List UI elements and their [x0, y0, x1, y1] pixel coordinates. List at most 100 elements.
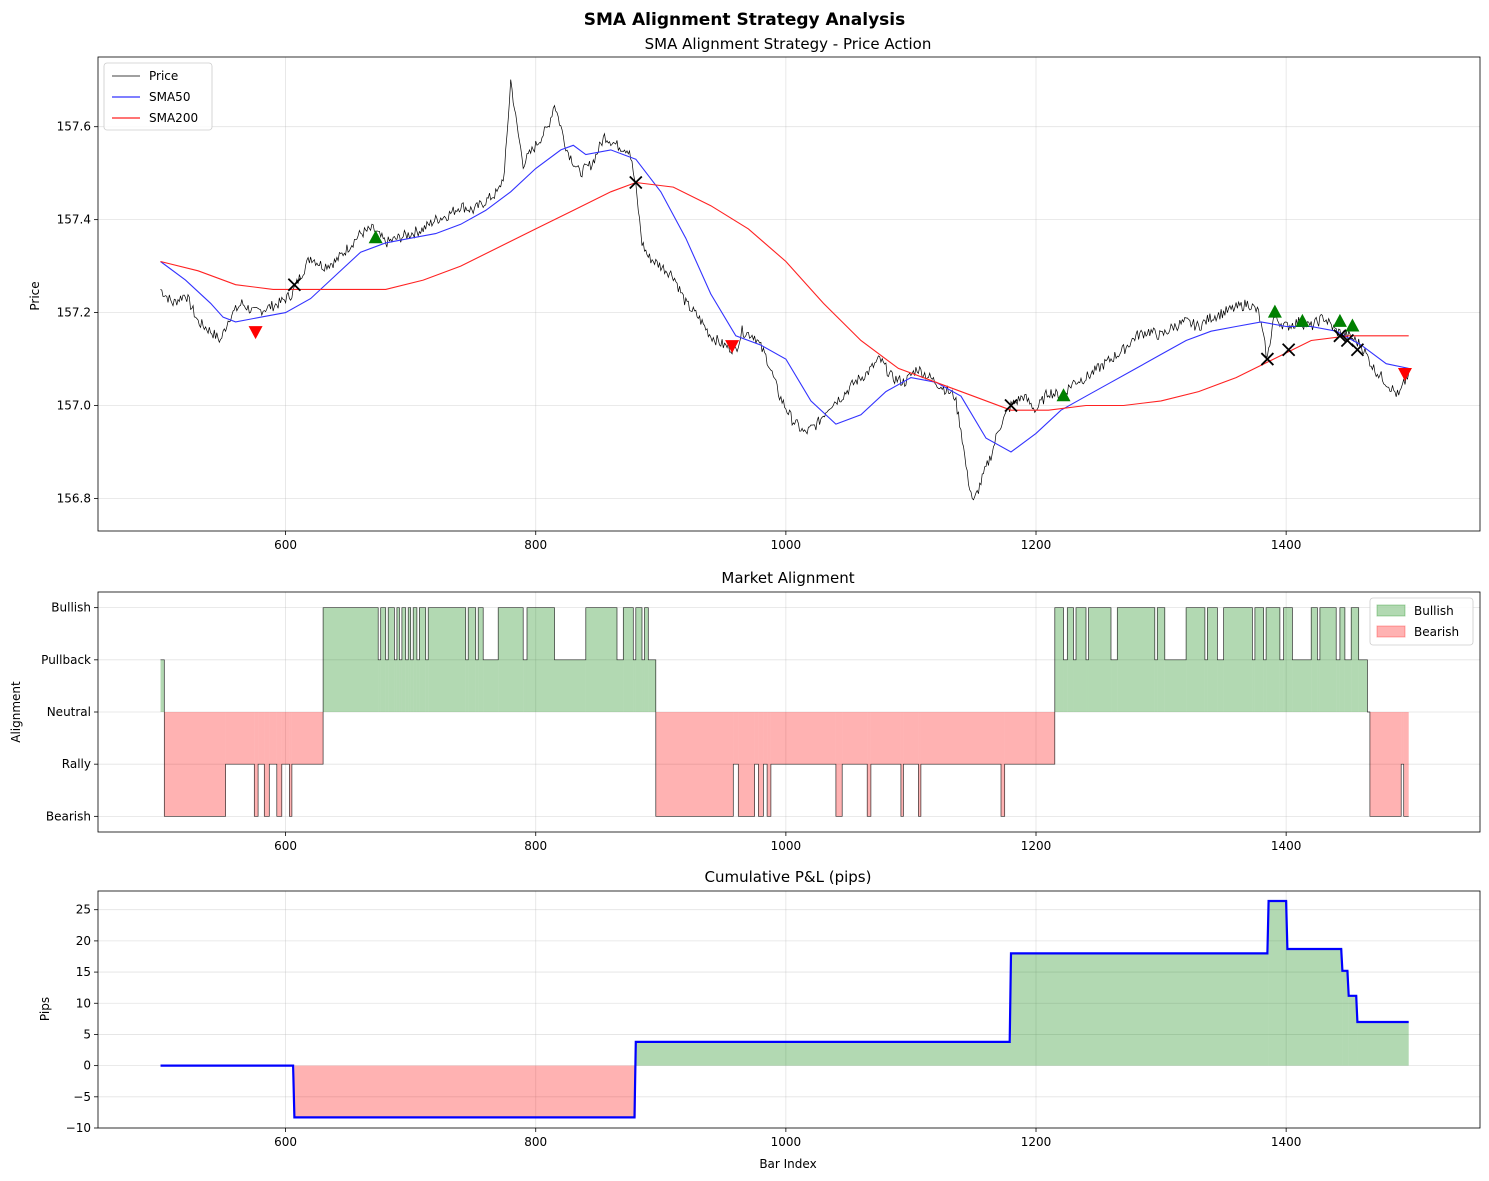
bullish-fill: [1154, 659, 1158, 712]
legend-bullish-swatch: [1376, 604, 1406, 617]
buy-signal-marker: [1295, 313, 1310, 327]
bullish-fill: [410, 659, 414, 712]
x-tick-label: 1000: [771, 538, 802, 552]
sell-signal-marker: [248, 326, 263, 340]
bullish-fill: [1252, 659, 1255, 712]
legend-bearish-swatch: [1376, 625, 1406, 638]
bearish-fill: [870, 712, 901, 765]
bullish-fill: [388, 607, 395, 712]
bullish-fill: [1117, 607, 1155, 712]
pnl-x-axis-label: Bar Index: [759, 1157, 816, 1171]
bearish-fill: [842, 712, 868, 765]
bullish-fill: [1266, 607, 1280, 712]
buy-signal-marker: [368, 230, 383, 244]
bullish-fill: [1279, 659, 1284, 712]
exit-signal-marker: [287, 278, 301, 292]
alignment-ticks: 600 800 1000 1200 1400 Bearish Rally Neutral Pul…: [41, 601, 1301, 853]
price-markers: [248, 175, 1412, 413]
y-tick-label: Bearish: [46, 809, 91, 823]
x-tick-label: 800: [524, 538, 547, 552]
bullish-fill: [408, 607, 411, 712]
bullish-fill: [1086, 659, 1089, 712]
alignment-series: [160, 607, 1409, 817]
sma200-line: [160, 181, 1409, 411]
legend-sma50-label: SMA50: [149, 90, 190, 104]
x-tick-label: 800: [524, 1135, 547, 1149]
bullish-fill: [1063, 659, 1068, 712]
x-tick-label: 1200: [1021, 839, 1052, 853]
bullish-fill: [1339, 607, 1345, 712]
bearish-fill: [655, 712, 734, 817]
alignment-y-axis-label: Alignment: [9, 681, 23, 743]
loss-fill: [294, 1065, 636, 1118]
legend-sma200-label: SMA200: [149, 111, 198, 125]
exit-signal-marker: [1333, 329, 1347, 343]
bullish-fill: [416, 659, 420, 712]
price-grid: [98, 57, 1480, 531]
pnl-plot-frame: [97, 890, 1481, 1129]
buy-signal-marker: [1345, 318, 1360, 332]
x-tick-label: 1200: [1021, 1135, 1052, 1149]
price-panel: SMA Alignment Strategy - Price Action Pr…: [28, 35, 1481, 552]
bullish-fill: [380, 607, 386, 712]
bullish-fill: [1088, 607, 1112, 712]
bullish-fill: [1217, 659, 1224, 712]
alignment-fills: [160, 607, 1409, 817]
bearish-fill: [763, 712, 768, 765]
buy-signal-marker: [1267, 304, 1282, 318]
y-tick-label: −5: [73, 1090, 91, 1104]
bearish-fill: [754, 712, 759, 765]
bearish-fill: [738, 712, 755, 817]
y-tick-label: Neutral: [47, 705, 91, 719]
price-panel-title: SMA Alignment Strategy - Price Action: [645, 35, 932, 53]
sell-signal-marker: [725, 340, 740, 354]
bearish-fill: [920, 712, 1001, 765]
profit-fill: [1268, 900, 1288, 1066]
bullish-fill: [465, 659, 469, 712]
pnl-y-axis-label: Pips: [38, 997, 52, 1021]
x-tick-label: 600: [274, 1135, 297, 1149]
price-line: [160, 79, 1410, 501]
bullish-fill: [498, 607, 524, 712]
buy-signal-marker: [1332, 313, 1347, 327]
bullish-fill: [1344, 659, 1352, 712]
y-tick-label: 157.6: [57, 120, 91, 134]
bullish-fill: [419, 607, 426, 712]
bearish-fill: [770, 712, 836, 765]
price-legend-box: [103, 62, 213, 131]
bullish-fill: [617, 659, 624, 712]
bearish-fill: [1401, 712, 1404, 765]
profit-fill: [1010, 953, 1269, 1066]
bullish-fill: [644, 607, 649, 712]
bearish-fill: [281, 712, 290, 765]
bearish-fill: [918, 712, 921, 817]
bullish-fill: [526, 607, 555, 712]
bearish-fill: [164, 712, 226, 817]
pnl-fills: [294, 900, 1409, 1118]
profit-fill: [1287, 949, 1343, 1066]
pnl-ticks: 600 800 1000 1200 1400 −10 −5 0 5 10 15 20 25: [66, 903, 1302, 1149]
pnl-line: [160, 899, 1409, 1119]
bullish-fill: [1317, 659, 1320, 712]
bullish-fill: [401, 607, 406, 712]
bullish-fill: [1223, 607, 1253, 712]
bullish-fill: [1358, 659, 1368, 712]
bullish-fill: [378, 659, 381, 712]
profit-fill: [1357, 1021, 1409, 1066]
bullish-fill: [399, 659, 402, 712]
bullish-fill: [1054, 607, 1064, 712]
bullish-fill: [160, 659, 165, 712]
alignment-legend-box: [1369, 597, 1474, 646]
bearish-fill: [1369, 712, 1402, 817]
x-tick-label: 1400: [1271, 1135, 1302, 1149]
bearish-fill: [1000, 712, 1005, 817]
y-tick-label: 10: [76, 996, 91, 1010]
bullish-fill: [648, 659, 656, 712]
price-legend: Price SMA50 SMA200: [103, 62, 213, 131]
alignment-legend: Bullish Bearish: [1369, 597, 1474, 646]
pnl-panel: Cumulative P&L (pips) Pips Bar Index 600…: [38, 868, 1481, 1171]
bullish-fill: [385, 659, 389, 712]
bullish-fill: [1292, 659, 1312, 712]
price-plot-frame: [97, 56, 1481, 532]
price-y-axis-label: Price: [28, 281, 42, 310]
